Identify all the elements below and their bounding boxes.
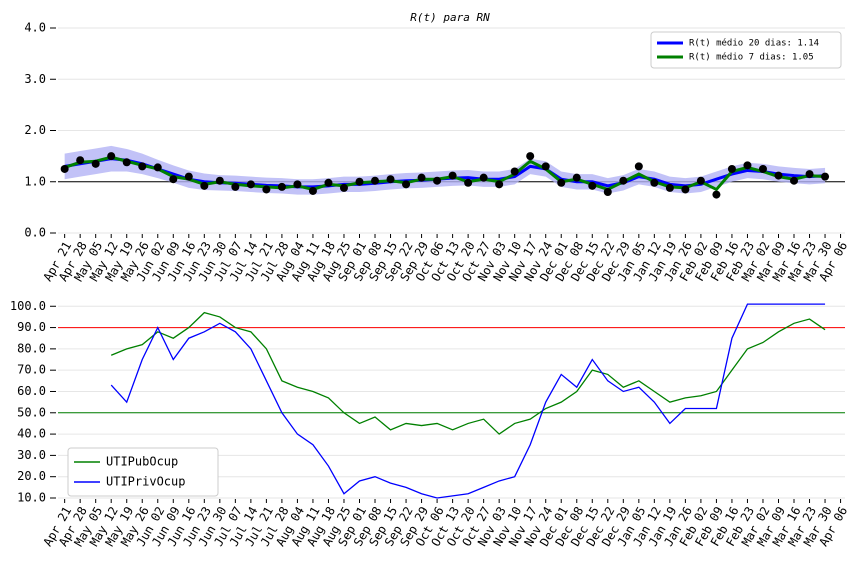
data-point: [495, 180, 504, 189]
y-tick-label: 40.0: [17, 427, 46, 441]
data-point: [138, 162, 147, 171]
data-point: [557, 178, 566, 187]
y-tick-label: 90.0: [17, 320, 46, 334]
y-tick-label: 80.0: [17, 341, 46, 355]
y-tick-label: 4.0: [24, 21, 46, 35]
data-point: [200, 181, 209, 190]
data-point: [510, 167, 519, 176]
data-point: [743, 161, 752, 170]
data-point: [790, 176, 799, 185]
data-point: [479, 173, 488, 182]
data-point: [60, 164, 69, 173]
y-tick-label: 100.0: [10, 299, 46, 313]
data-point: [634, 162, 643, 171]
legend-label: R(t) médio 7 dias: 1.05: [689, 52, 814, 63]
legend-box: [650, 31, 842, 69]
y-tick-label: 0.0: [24, 226, 46, 240]
series-line: [110, 311, 826, 435]
chart-title: R(t) para RN: [410, 11, 490, 24]
data-point: [231, 182, 240, 191]
legend-label: UTIPubOcup: [106, 455, 178, 469]
data-point: [262, 185, 271, 194]
data-point: [107, 152, 116, 161]
legend-box: [67, 447, 219, 497]
data-point: [526, 152, 535, 161]
data-point: [572, 173, 581, 182]
legend-label: R(t) médio 20 dias: 1.14: [689, 38, 819, 49]
data-point: [464, 178, 473, 187]
data-point: [324, 178, 333, 187]
data-point: [371, 176, 380, 185]
y-tick-label: 60.0: [17, 384, 46, 398]
data-point: [805, 170, 814, 179]
y-tick-label: 70.0: [17, 363, 46, 377]
data-point: [588, 181, 597, 190]
y-tick-label: 3.0: [24, 72, 46, 86]
data-point: [681, 185, 690, 194]
y-tick-label: 1.0: [24, 174, 46, 188]
series-line: [110, 303, 826, 499]
data-point: [417, 173, 426, 182]
data-point: [76, 156, 85, 165]
data-point: [153, 163, 162, 172]
data-point: [277, 182, 286, 191]
data-point: [712, 190, 721, 199]
data-point: [433, 176, 442, 185]
data-point: [293, 180, 302, 189]
data-point: [91, 159, 100, 168]
data-point: [603, 188, 612, 196]
y-tick-label: 2.0: [24, 123, 46, 137]
data-point: [386, 175, 395, 184]
data-point: [308, 186, 317, 195]
y-tick-label: 50.0: [17, 405, 46, 419]
data-point: [448, 171, 457, 180]
data-point: [758, 164, 767, 173]
data-point: [402, 180, 411, 189]
data-point: [774, 171, 783, 180]
confidence-band: [64, 145, 826, 195]
legend-label: UTIPrivOcup: [106, 475, 185, 489]
data-point: [619, 176, 628, 185]
data-point: [169, 175, 178, 184]
data-point: [727, 164, 736, 173]
data-point: [650, 178, 659, 187]
data-point: [665, 183, 674, 192]
data-point: [821, 172, 830, 181]
y-tick-label: 10.0: [17, 491, 46, 505]
y-tick-label: 20.0: [17, 469, 46, 483]
data-point: [541, 162, 550, 171]
data-point: [246, 180, 255, 189]
data-point: [215, 176, 224, 185]
data-point: [355, 177, 364, 186]
data-point: [122, 158, 131, 167]
data-point: [339, 183, 348, 192]
data-point: [184, 172, 193, 181]
y-tick-label: 30.0: [17, 448, 46, 462]
data-point: [696, 176, 705, 185]
